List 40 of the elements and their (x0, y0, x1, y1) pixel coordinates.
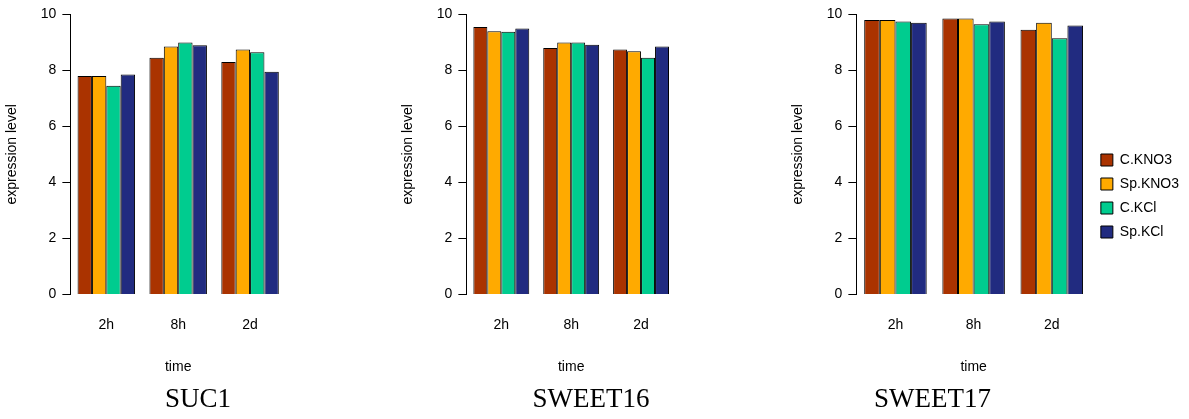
x-tick-label: 8h (965, 315, 982, 332)
y-axis-title: expression level (3, 104, 20, 205)
y-tick-label: 2 (48, 229, 57, 246)
text: SUC1 (164, 383, 232, 414)
y-tick-label: 6 (834, 117, 843, 134)
x-tick-label: 2d (1043, 315, 1060, 332)
y-tick-label: 6 (444, 117, 453, 134)
y-tick-label: 0 (834, 285, 843, 302)
y-tick-label: 8 (834, 61, 843, 78)
y-tick-label: 0 (444, 285, 453, 302)
x-axis-title: time (557, 358, 585, 375)
y-tick-label: 8 (444, 61, 453, 78)
x-tick-label: 2d (242, 315, 258, 332)
y-tick-label: 4 (834, 173, 843, 190)
x-tick-label: 8h (170, 315, 186, 332)
text: SWEET16 (531, 383, 651, 414)
y-tick-label: 2 (834, 229, 843, 246)
x-tick-label: 2h (493, 315, 510, 332)
y-tick-label: 0 (48, 285, 57, 302)
x-tick-label: 2h (98, 315, 115, 332)
y-tick-label: 2 (444, 229, 453, 246)
y-axis-title: expression level (789, 104, 806, 205)
y-axis-title: expression level (399, 104, 416, 205)
legend-label: Sp.KCl (1119, 222, 1164, 239)
y-tick-label: 4 (444, 173, 453, 190)
y-tick-label: 4 (48, 173, 57, 190)
x-tick-label: 8h (563, 315, 579, 332)
y-tick-label: 8 (48, 61, 57, 78)
x-axis-title: time (164, 358, 192, 375)
legend-label: C.KNO3 (1119, 150, 1173, 167)
y-tick-label: 10 (826, 5, 843, 22)
x-tick-label: 2d (633, 315, 649, 332)
y-tick-label: 6 (48, 117, 57, 134)
legend-label: Sp.KNO3 (1119, 174, 1180, 191)
x-axis-title: time (960, 358, 988, 375)
y-tick-label: 10 (436, 5, 453, 22)
y-tick-label: 10 (40, 5, 57, 22)
text: SWEET17 (873, 383, 992, 414)
x-tick-label: 2h (887, 315, 904, 332)
legend-label: C.KCl (1119, 198, 1157, 215)
